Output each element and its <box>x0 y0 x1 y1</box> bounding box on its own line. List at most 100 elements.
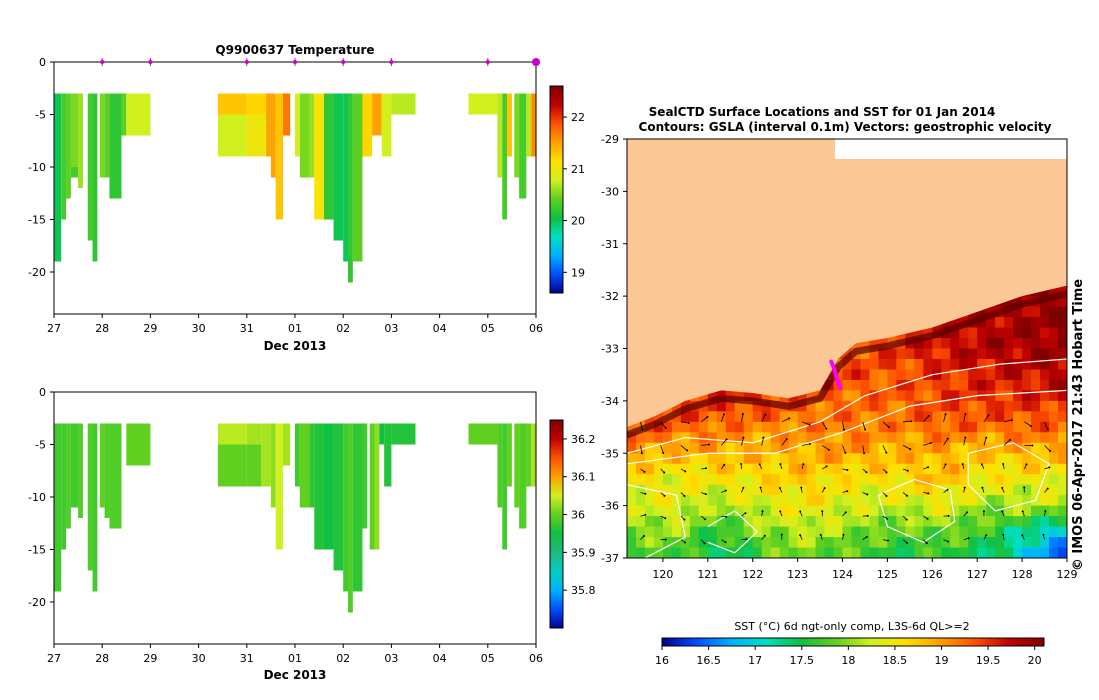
sst-cell <box>1040 338 1050 350</box>
velocity-vector-head <box>724 541 727 544</box>
sst-cell <box>1022 379 1032 391</box>
sst-cell <box>743 505 754 517</box>
sst-cell <box>1004 432 1014 444</box>
sst-cell <box>968 453 978 465</box>
colorbar-tick-label: 22 <box>571 111 585 124</box>
sst-cell <box>887 495 897 507</box>
sst-cell <box>689 421 700 433</box>
sst-cell <box>779 411 790 423</box>
velocity-vector <box>640 421 643 430</box>
sst-cell <box>986 369 996 381</box>
velocity-vector-head <box>686 449 689 452</box>
sst-cell <box>824 474 835 486</box>
temperature-colorbar-ticks: 19 20 21 22 <box>563 111 585 279</box>
profile-segment <box>343 93 349 262</box>
velocity-vector-head <box>683 518 686 521</box>
sst-cell <box>887 484 897 496</box>
profile-segment <box>78 93 83 188</box>
velocity-vector <box>741 437 744 446</box>
x-tick-label: 30 <box>192 322 206 335</box>
sst-cell <box>914 358 924 371</box>
sst-cell <box>968 327 978 339</box>
sst-cell <box>1013 505 1023 517</box>
salinity-panel: 0 -5 -10 -15 -20 27 28 29 30 31 01 02 03 04 05 06 Dec … <box>28 386 595 682</box>
sst-cell <box>914 526 924 538</box>
sst-cell <box>698 453 709 465</box>
sst-cell <box>851 390 862 402</box>
velocity-vector-head <box>1049 450 1052 453</box>
sst-cell <box>635 453 646 465</box>
sst-cell <box>941 442 951 454</box>
sst-cell <box>959 379 969 391</box>
sst-cell <box>707 495 718 507</box>
sst-cell <box>806 390 817 402</box>
sst-cell <box>1058 306 1067 318</box>
sst-colorbar-tick-label: 17 <box>748 654 762 667</box>
sst-cell <box>725 526 736 538</box>
sst-cell <box>635 547 646 558</box>
sst-cell <box>1049 285 1059 297</box>
sst-cell <box>824 505 835 517</box>
sst-cell <box>725 484 736 496</box>
sst-cell <box>950 327 960 339</box>
salinity-bars <box>54 423 536 613</box>
velocity-vector-head <box>1030 425 1033 428</box>
sst-cell <box>986 338 996 350</box>
sst-cell <box>743 474 754 486</box>
sst-cell <box>734 547 745 558</box>
sst-cell <box>1013 421 1023 433</box>
sst-cell <box>932 358 942 371</box>
sst-cell <box>914 547 924 558</box>
sst-cell <box>968 400 978 412</box>
sst-cell <box>824 390 835 402</box>
colorbar-tick-label: 36.2 <box>571 433 596 446</box>
sst-cell <box>671 505 682 517</box>
sst-cell <box>815 421 826 433</box>
sst-cell <box>627 526 637 538</box>
velocity-vector-head <box>664 517 667 520</box>
sst-cell <box>806 400 817 412</box>
velocity-vector-head <box>778 486 781 489</box>
sst-cell <box>968 348 978 360</box>
sst-cell <box>734 516 745 528</box>
sst-cell <box>1040 411 1050 423</box>
sst-cell <box>770 526 781 538</box>
sst-colorbar-tick-label: 16 <box>655 654 669 667</box>
profile-segment <box>246 114 267 157</box>
sst-cell <box>995 453 1005 465</box>
sst-cell <box>815 463 826 475</box>
sst-cell <box>959 411 969 423</box>
profile-segment <box>369 423 375 550</box>
sst-cell <box>1022 526 1032 538</box>
sst-cell <box>707 453 718 465</box>
sst-cell <box>752 463 763 475</box>
sst-cell <box>905 484 915 496</box>
sst-cell <box>752 537 763 549</box>
sst-cell <box>914 379 924 391</box>
sst-cell <box>1049 358 1059 371</box>
profile-segment <box>526 93 532 157</box>
sst-cell <box>968 474 978 486</box>
sst-cell <box>1013 537 1023 549</box>
sst-cell <box>824 537 835 549</box>
profile-segment <box>282 423 291 466</box>
sst-cell <box>653 505 664 517</box>
sst-cell <box>725 505 736 517</box>
sst-cell <box>770 484 781 496</box>
profile-segment <box>246 444 262 487</box>
sst-cell <box>851 369 862 381</box>
sst-cell <box>815 442 826 454</box>
sst-cell <box>1049 379 1059 391</box>
sst-cell <box>878 474 889 486</box>
y-tick-label: -10 <box>28 491 46 504</box>
sst-cell <box>977 306 987 318</box>
profile-segment <box>217 423 247 445</box>
sst-cell <box>878 379 889 391</box>
velocity-vector-head <box>1001 486 1004 489</box>
sst-cell <box>860 516 871 528</box>
sst-cell <box>734 432 745 444</box>
velocity-vector <box>882 445 887 453</box>
sst-cell <box>1013 453 1023 465</box>
sst-cell <box>968 421 978 433</box>
sst-cell <box>914 390 924 402</box>
